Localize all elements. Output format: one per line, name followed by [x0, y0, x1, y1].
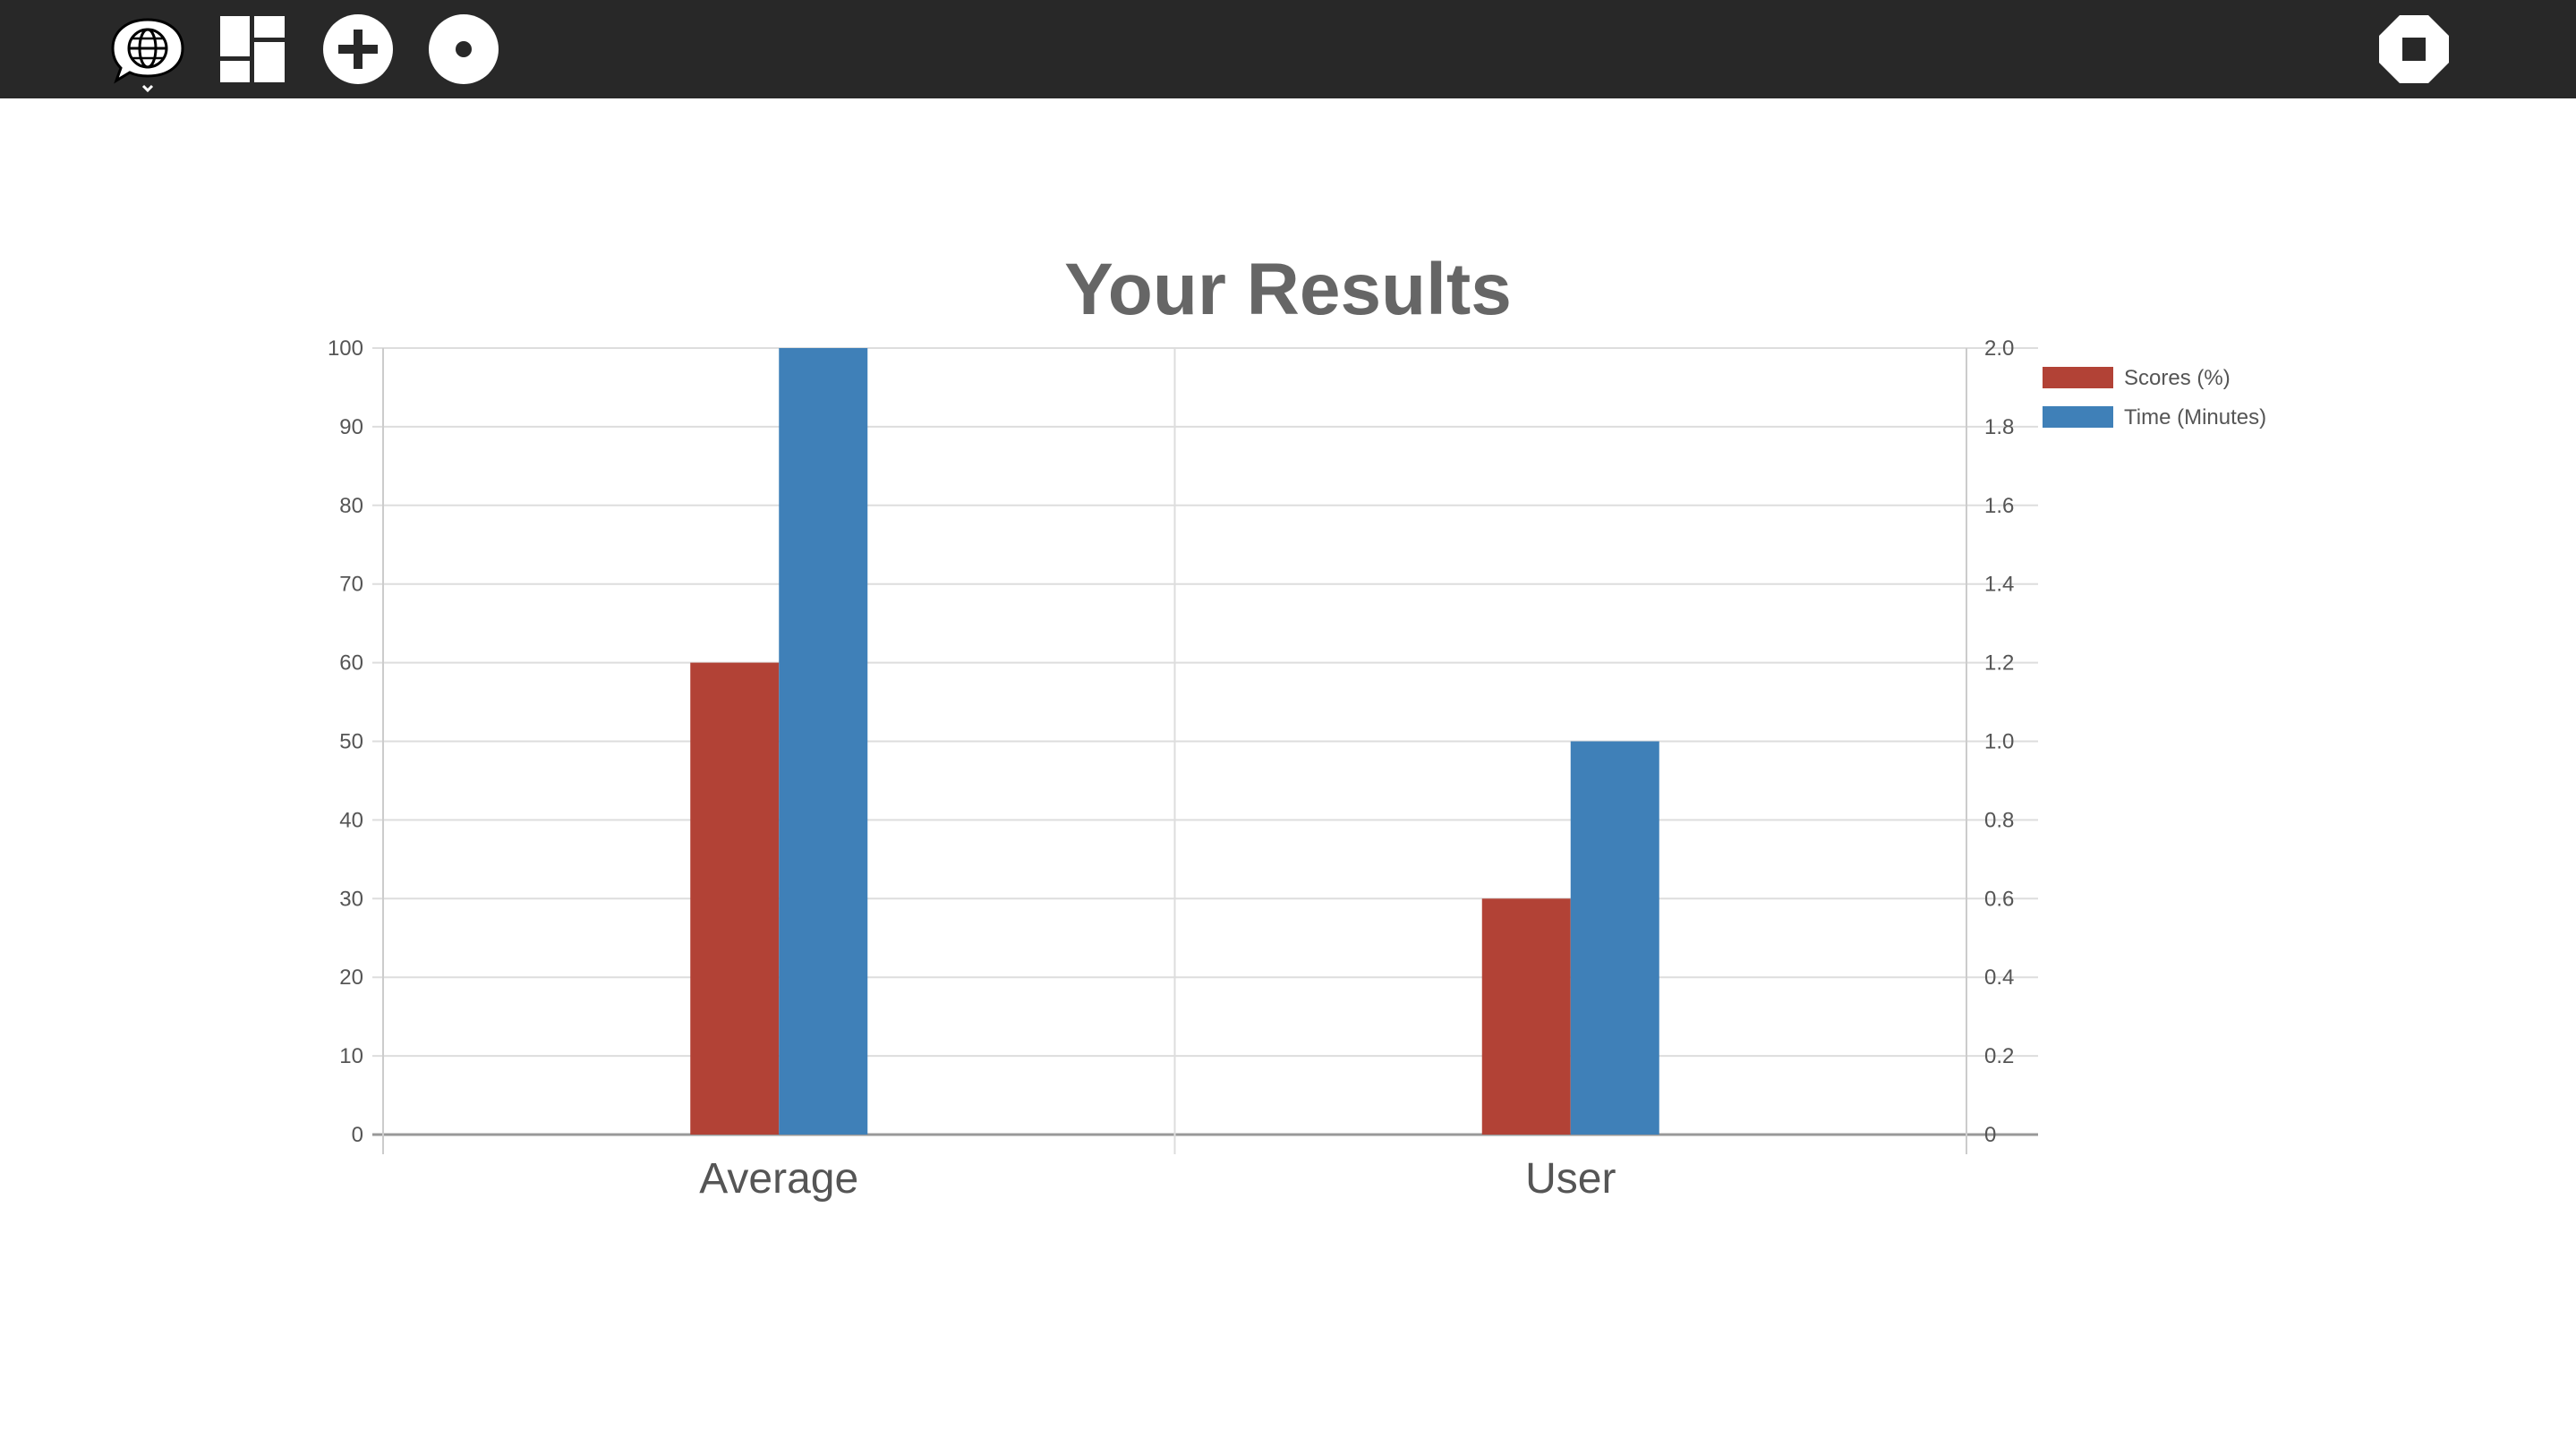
legend-label-time: Time (Minutes) — [2124, 405, 2266, 429]
legend-swatch-scores — [2041, 365, 2115, 390]
results-chart: Your Results 0 0 10 0.2 20 0.4 30 0.6 40 0.8 50 1.0 6… — [328, 249, 2266, 1203]
bar-scores-user — [1481, 898, 1571, 1135]
bar-scores-average — [690, 662, 780, 1135]
y-left-tick-label: 10 — [339, 1044, 363, 1068]
layout-grid-icon — [220, 16, 285, 82]
add-button[interactable] — [304, 0, 412, 98]
bar-time-average — [779, 348, 868, 1135]
speech-bubble-globe-icon — [111, 18, 184, 93]
y-right-tick-label: 1.6 — [1984, 494, 2014, 518]
y-right-tick-label: 0 — [1984, 1123, 1996, 1147]
bar-time-user — [1570, 741, 1659, 1135]
y-right-tick-label: 1.2 — [1984, 651, 2014, 676]
y-right-tick-label: 2.0 — [1984, 336, 2014, 361]
record-button[interactable] — [410, 0, 517, 98]
view-layout-button[interactable] — [199, 0, 306, 98]
y-right-tick-label: 1.4 — [1984, 573, 2014, 597]
category-label: User — [1525, 1155, 1616, 1203]
y-right-tick-label: 0.4 — [1984, 965, 2014, 990]
y-right-tick-label: 0.6 — [1984, 887, 2014, 911]
y-right-tick-label: 0.8 — [1984, 808, 2014, 832]
y-left-tick-label: 80 — [339, 494, 363, 518]
activity-button[interactable] — [94, 0, 201, 98]
y-right-tick-label: 1.0 — [1984, 730, 2014, 754]
y-left-tick-label: 90 — [339, 415, 363, 439]
y-left-tick-label: 70 — [339, 573, 363, 597]
y-left-tick-label: 40 — [339, 808, 363, 832]
y-left-tick-label: 50 — [339, 730, 363, 754]
y-left-tick-label: 100 — [328, 336, 363, 361]
y-left-tick-label: 0 — [352, 1123, 363, 1147]
plus-circle-icon — [323, 14, 393, 84]
category-label: Average — [699, 1155, 858, 1203]
chart-area: Your Results 0 0 10 0.2 20 0.4 30 0.6 40 0.8 50 1.0 6… — [0, 98, 2576, 1437]
y-left-tick-label: 30 — [339, 887, 363, 911]
y-left-tick-label: 20 — [339, 965, 363, 990]
dot-circle-icon — [429, 14, 499, 84]
y-left-tick-label: 60 — [339, 651, 363, 676]
chart-title: Your Results — [1064, 249, 1512, 330]
y-right-tick-label: 1.8 — [1984, 415, 2014, 439]
stop-button[interactable] — [2360, 0, 2468, 98]
legend-label-scores: Scores (%) — [2124, 366, 2231, 390]
stop-icon — [2379, 15, 2449, 83]
y-right-tick-label: 0.2 — [1984, 1044, 2014, 1068]
toolbar — [0, 0, 2576, 98]
legend-swatch-time — [2041, 404, 2115, 429]
